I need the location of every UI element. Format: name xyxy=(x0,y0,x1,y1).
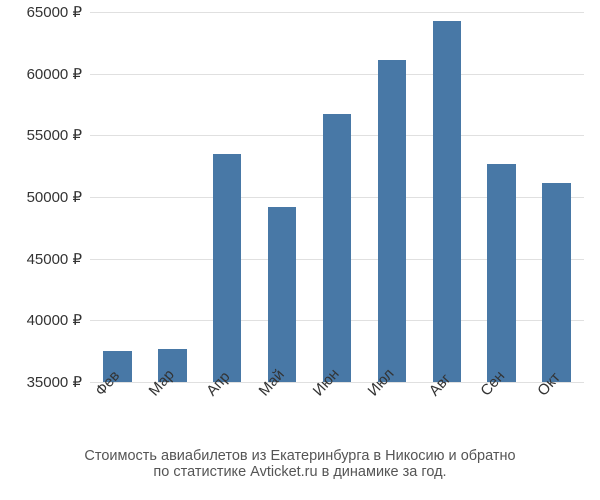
y-tick-label: 45000 ₽ xyxy=(27,250,90,268)
bar xyxy=(268,207,297,382)
y-tick-label: 35000 ₽ xyxy=(27,373,90,391)
y-tick-label: 55000 ₽ xyxy=(27,126,90,144)
y-tick-label: 60000 ₽ xyxy=(27,65,90,83)
bar xyxy=(378,60,407,382)
caption-line-2: по статистике Avticket.ru в динамике за … xyxy=(0,464,600,480)
bar xyxy=(542,183,571,382)
plot-area: 35000 ₽40000 ₽45000 ₽50000 ₽55000 ₽60000… xyxy=(90,12,584,382)
gridline xyxy=(90,12,584,13)
bar xyxy=(323,114,352,382)
ticket-price-chart: 35000 ₽ 40000 ₽ 45000 ₽ 50000 ₽ 55000 ₽ 60000… xyxy=(0,0,600,500)
y-tick-label: 40000 ₽ xyxy=(27,311,90,329)
bar xyxy=(213,154,242,382)
bar xyxy=(487,164,516,382)
y-tick-label: 65000 ₽ xyxy=(27,3,90,21)
chart-caption: Стоимость авиабилетов из Екатеринбурга в… xyxy=(0,448,600,480)
y-tick-label: 50000 ₽ xyxy=(27,188,90,206)
gridline xyxy=(90,74,584,75)
bar xyxy=(433,21,462,382)
caption-line-1: Стоимость авиабилетов из Екатеринбурга в… xyxy=(0,448,600,464)
